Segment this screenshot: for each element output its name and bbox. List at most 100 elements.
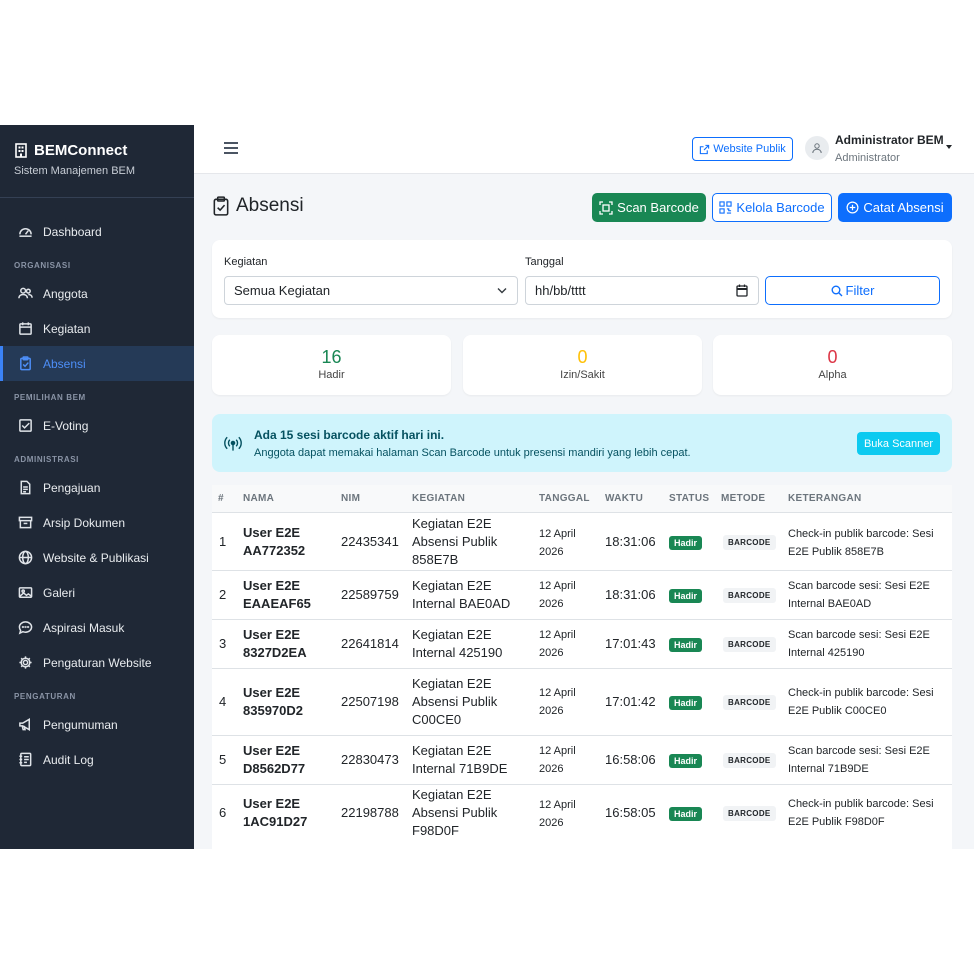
sidebar-item-label: Audit Log <box>43 753 94 767</box>
avatar[interactable] <box>805 136 829 160</box>
status-badge: Hadir <box>669 638 702 652</box>
website-publik-button[interactable]: Website Publik <box>692 137 793 161</box>
cell-tanggal: 12 April 2026 <box>539 525 601 561</box>
sidebar-item-label: Aspirasi Masuk <box>43 621 124 635</box>
megaphone-icon <box>18 717 33 732</box>
qr-code-icon <box>719 201 732 214</box>
cell-nama: User E2E 1AC91D27 <box>243 795 333 831</box>
sidebar-item-pengumuman[interactable]: Pengumuman <box>0 707 194 742</box>
menu-toggle-icon[interactable] <box>224 142 238 154</box>
kegiatan-label: Kegiatan <box>224 256 267 268</box>
sidebar-item-label: Arsip Dokumen <box>43 516 125 530</box>
status-badge: Hadir <box>669 754 702 768</box>
column-header-no: # <box>218 493 224 504</box>
brand: BEMConnect Sistem Manajemen BEM <box>0 125 194 198</box>
sidebar-item-audit[interactable]: Audit Log <box>0 742 194 777</box>
sidebar-item-dashboard[interactable]: Dashboard <box>0 214 194 249</box>
calendar-icon <box>18 321 33 336</box>
sidebar-item-galeri[interactable]: Galeri <box>0 575 194 610</box>
cell-nim: 22830473 <box>341 752 399 767</box>
sidebar-item-label: Galeri <box>43 586 75 600</box>
page-title: Absensi <box>212 195 304 217</box>
sidebar-item-label: Pengajuan <box>43 481 100 495</box>
table-row[interactable]: 5 User E2E D8562D77 22830473 Kegiatan E2… <box>212 736 952 785</box>
cell-nim: 22435341 <box>341 534 399 549</box>
sidebar-item-pengaturan-website[interactable]: Pengaturan Website <box>0 645 194 680</box>
cell-kegiatan: Kegiatan E2E Absensi Publik 858E7B <box>412 515 532 569</box>
brand-title[interactable]: BEMConnect <box>14 142 180 159</box>
kelola-barcode-button[interactable]: Kelola Barcode <box>712 193 832 222</box>
table-row[interactable]: 3 User E2E 8327D2EA 22641814 Kegiatan E2… <box>212 620 952 669</box>
sidebar-item-aspirasi[interactable]: Aspirasi Masuk <box>0 610 194 645</box>
cell-nama: User E2E EAAEAF65 <box>243 577 333 613</box>
cell-nama: User E2E AA772352 <box>243 524 333 560</box>
cell-no: 6 <box>219 805 226 820</box>
sidebar-item-website[interactable]: Website & Publikasi <box>0 540 194 575</box>
absensi-table: # NAMA NIM KEGIATAN TANGGAL WAKTU STATUS… <box>212 485 952 849</box>
sidebar-item-label: Pengumuman <box>43 718 118 732</box>
status-badge: Hadir <box>669 589 702 603</box>
cell-waktu: 16:58:06 <box>605 752 656 767</box>
images-icon <box>18 585 33 600</box>
metode-badge: BARCODE <box>723 753 776 768</box>
table-row[interactable]: 1 User E2E AA772352 22435341 Kegiatan E2… <box>212 513 952 571</box>
sidebar-item-label: Anggota <box>43 287 88 301</box>
cell-nama: User E2E 835970D2 <box>243 684 333 720</box>
globe-icon <box>18 550 33 565</box>
sidebar-item-arsip[interactable]: Arsip Dokumen <box>0 505 194 540</box>
table-row[interactable]: 2 User E2E EAAEAF65 22589759 Kegiatan E2… <box>212 571 952 620</box>
table-header: # NAMA NIM KEGIATAN TANGGAL WAKTU STATUS… <box>212 485 952 513</box>
chevron-down-icon[interactable] <box>946 145 952 149</box>
sidebar-item-kegiatan[interactable]: Kegiatan <box>0 311 194 346</box>
kegiatan-select-value: Semua Kegiatan <box>234 283 330 298</box>
sidebar-item-label: Kegiatan <box>43 322 90 336</box>
stat-alpha-value: 0 <box>713 347 952 368</box>
cell-tanggal: 12 April 2026 <box>539 684 601 720</box>
kegiatan-select[interactable]: Semua Kegiatan <box>224 276 518 305</box>
catat-absensi-label: Catat Absensi <box>863 200 943 215</box>
people-icon <box>18 286 33 301</box>
cell-keterangan: Check-in publik barcode: Sesi E2E Publik… <box>788 795 948 831</box>
barcode-alert: Ada 15 sesi barcode aktif hari ini. Angg… <box>212 414 952 472</box>
column-header-keterangan: KETERANGAN <box>788 493 862 504</box>
user-role: Administrator <box>835 152 900 164</box>
stat-izin: 0 Izin/Sakit <box>463 335 702 395</box>
sidebar-item-pengajuan[interactable]: Pengajuan <box>0 470 194 505</box>
sidebar-item-label: Website & Publikasi <box>43 551 149 565</box>
external-link-icon <box>699 144 710 155</box>
cell-waktu: 18:31:06 <box>605 534 656 549</box>
sidebar-item-anggota[interactable]: Anggota <box>0 276 194 311</box>
scan-barcode-label: Scan Barcode <box>617 200 699 215</box>
cell-tanggal: 12 April 2026 <box>539 796 601 832</box>
tanggal-label: Tanggal <box>525 256 564 268</box>
table-row[interactable]: 6 User E2E 1AC91D27 22198788 Kegiatan E2… <box>212 785 952 849</box>
cell-no: 1 <box>219 534 226 549</box>
page-title-text: Absensi <box>236 195 304 217</box>
cell-keterangan: Scan barcode sesi: Sesi E2E Internal 425… <box>788 626 948 662</box>
column-header-kegiatan: KEGIATAN <box>412 493 465 504</box>
catat-absensi-button[interactable]: Catat Absensi <box>838 193 952 222</box>
cell-no: 2 <box>219 587 226 602</box>
sidebar-item-evoting[interactable]: E-Voting <box>0 408 194 443</box>
sidebar-item-absensi[interactable]: Absensi <box>0 346 194 381</box>
stat-hadir: 16 Hadir <box>212 335 451 395</box>
scan-barcode-button[interactable]: Scan Barcode <box>592 193 706 222</box>
buka-scanner-button[interactable]: Buka Scanner <box>857 432 940 455</box>
metode-badge: BARCODE <box>723 588 776 603</box>
calendar-icon[interactable] <box>736 284 748 297</box>
kelola-barcode-label: Kelola Barcode <box>736 200 824 215</box>
cell-waktu: 17:01:42 <box>605 694 656 709</box>
stat-alpha-label: Alpha <box>713 369 952 381</box>
column-header-status: STATUS <box>669 493 709 504</box>
cell-no: 4 <box>219 694 226 709</box>
plus-circle-icon <box>846 201 859 214</box>
cell-kegiatan: Kegiatan E2E Internal BAE0AD <box>412 577 532 613</box>
table-row[interactable]: 4 User E2E 835970D2 22507198 Kegiatan E2… <box>212 669 952 736</box>
sidebar-item-label: Dashboard <box>43 225 102 239</box>
tanggal-input[interactable]: hh/bb/tttt <box>525 276 759 305</box>
filter-button[interactable]: Filter <box>765 276 940 305</box>
column-header-metode: METODE <box>721 493 765 504</box>
cell-waktu: 16:58:05 <box>605 805 656 820</box>
user-name[interactable]: Administrator BEM <box>835 133 944 147</box>
nav-section-pemilihan: PEMILIHAN BEM <box>0 381 194 408</box>
